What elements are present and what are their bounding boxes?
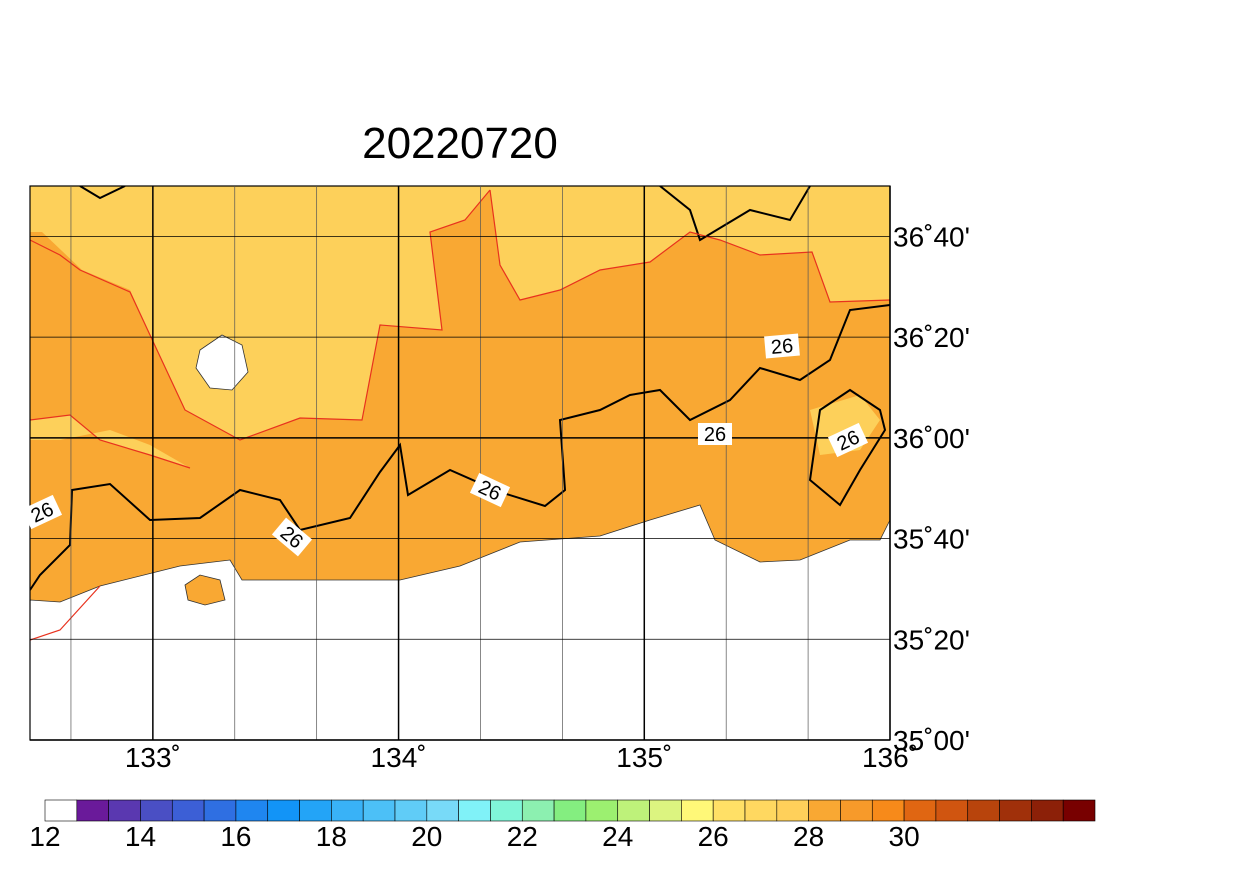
colorbar-box (426, 799, 459, 822)
colorbar-tick-label: 30 (889, 821, 920, 852)
colorbar-box (1062, 799, 1096, 822)
colorbar-box (585, 799, 619, 822)
contour-label-text: 26 (770, 335, 794, 359)
colorbar-box (171, 799, 205, 822)
contour-26 (30, 186, 890, 591)
contour-label-box (469, 472, 511, 508)
lat-tick-label: 35˚40' (893, 524, 970, 555)
colorbar-box (744, 799, 778, 822)
colorbar-tick-label: 14 (125, 821, 156, 852)
lat-tick-label: 36˚00' (893, 423, 970, 454)
colorbar: 12 14 16 18 20 22 24 26 28 30 (29, 799, 1096, 852)
contour-label-text: 26 (704, 424, 726, 446)
colorbar-box (521, 799, 555, 822)
lon-tick-label: 135˚ (616, 742, 672, 773)
contour-label-box (21, 494, 63, 530)
lat-tick-label: 35˚20' (893, 624, 970, 655)
contour-label-box (698, 423, 732, 445)
colorbar-box (776, 799, 809, 822)
colorbar-tick-label: 20 (411, 821, 442, 852)
title: 20220720 (362, 119, 558, 168)
colorbar-box (458, 799, 491, 822)
colorbar-tick-label: 22 (507, 821, 538, 852)
colorbar-box (362, 799, 396, 822)
colorbar-tick-label: 16 (220, 821, 251, 852)
colorbar-box (871, 799, 905, 822)
colorbar-box (203, 799, 237, 822)
colorbar-box (235, 799, 269, 822)
contour-label-box (271, 517, 313, 557)
lat-tick-label: 35˚00' (893, 725, 970, 756)
lon-tick-label: 133˚ (125, 742, 181, 773)
colorbar-tick-label: 24 (602, 821, 633, 852)
colorbar-box (76, 799, 109, 822)
colorbar-box (267, 799, 300, 822)
colorbar-box (331, 799, 364, 822)
colorbar-box (649, 799, 682, 822)
contour-label-box (764, 333, 800, 359)
colorbar-box (617, 799, 650, 822)
contour-25 (30, 189, 890, 641)
colorbar-box (681, 799, 714, 822)
colorbar-box (967, 799, 1000, 822)
graticule (30, 186, 891, 741)
colorbar-tick-label: 28 (793, 821, 824, 852)
contour-label: 26 (698, 423, 732, 446)
lon-tick-label: 136˚ (862, 742, 918, 773)
lat-tick-label: 36˚20' (893, 322, 970, 353)
colorbar-box (840, 799, 873, 822)
colorbar-tick-label: 26 (698, 821, 729, 852)
contour-label: 26 (764, 333, 800, 359)
sea (30, 504, 890, 740)
colorbar-box (44, 799, 78, 822)
island (184, 574, 226, 606)
colorbar-box (140, 799, 173, 822)
lat-tick-label: 36˚40' (893, 221, 970, 252)
lon-tick-label: 134˚ (371, 742, 427, 773)
colorbar-box (394, 799, 428, 822)
colorbar-box (712, 799, 746, 822)
contour-label-box (827, 422, 869, 458)
map-field (30, 186, 890, 740)
colorbar-box (999, 799, 1032, 822)
colorbar-box (553, 799, 587, 822)
colorbar-box (935, 799, 969, 822)
colorbar-tick-label: 18 (316, 821, 347, 852)
colorbar-box (903, 799, 937, 822)
colorbar-box (1031, 799, 1064, 822)
colorbar-box (299, 799, 332, 822)
colorbar-box (490, 799, 523, 822)
cooler-area (30, 186, 890, 468)
colorbar-box (808, 799, 841, 822)
colorbar-box (108, 799, 141, 822)
axis-labels: 133˚ 134˚ 135˚ 136˚35˚00' 35˚20' 35˚40' 36˚00'… (125, 221, 970, 773)
colorbar-tick-label: 12 (29, 821, 60, 852)
